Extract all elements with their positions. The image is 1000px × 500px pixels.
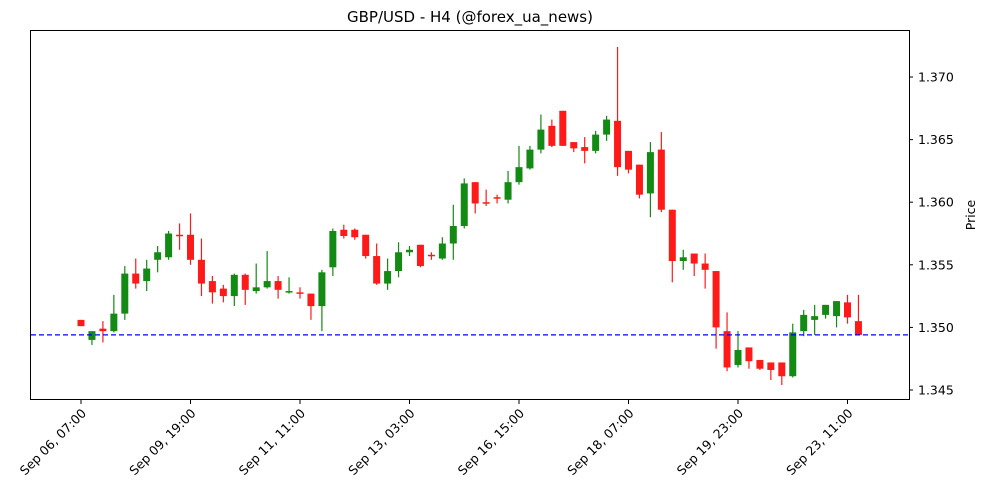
candle bbox=[811, 304, 819, 335]
candle bbox=[471, 182, 479, 214]
y-tick-label: 1.355 bbox=[918, 257, 954, 272]
x-tick-label: Sep 09, 19:00 bbox=[126, 405, 198, 477]
candle bbox=[526, 145, 534, 170]
candle bbox=[581, 137, 589, 164]
candle bbox=[99, 321, 107, 343]
candle bbox=[427, 252, 435, 260]
candle bbox=[340, 224, 348, 239]
candle bbox=[406, 246, 413, 257]
candle bbox=[329, 228, 337, 277]
candle bbox=[416, 244, 424, 268]
plot-frame bbox=[30, 30, 910, 400]
y-tick-label: 1.365 bbox=[918, 132, 954, 147]
candle bbox=[723, 312, 731, 372]
candle bbox=[570, 142, 578, 153]
candle bbox=[734, 331, 742, 368]
candle bbox=[625, 150, 632, 174]
y-tick-label: 1.350 bbox=[918, 320, 954, 335]
x-tick-label: Sep 11, 11:00 bbox=[236, 405, 308, 477]
candle bbox=[351, 228, 359, 240]
candle bbox=[548, 119, 556, 148]
chart-title: GBP/USD - H4 (@forex_ua_news) bbox=[347, 8, 593, 27]
candle bbox=[208, 276, 216, 304]
y-axis: 1.345 1.350 1.355 1.360 1.365 1.370 bbox=[909, 70, 954, 398]
candle bbox=[668, 209, 676, 283]
candle bbox=[438, 237, 446, 260]
candle bbox=[241, 273, 249, 305]
candle bbox=[318, 269, 326, 332]
candle bbox=[614, 46, 622, 176]
candle bbox=[449, 204, 457, 260]
candle bbox=[559, 110, 567, 146]
candle bbox=[121, 266, 129, 320]
candle bbox=[833, 301, 841, 328]
candle bbox=[635, 164, 643, 199]
candle bbox=[657, 132, 665, 213]
y-tick-label: 1.360 bbox=[918, 195, 954, 210]
candle bbox=[187, 213, 194, 265]
candle bbox=[789, 323, 797, 378]
candle bbox=[679, 249, 687, 270]
candle bbox=[822, 304, 830, 319]
candle bbox=[537, 114, 545, 154]
candle bbox=[263, 251, 271, 289]
candle bbox=[373, 243, 381, 285]
candle bbox=[395, 242, 403, 278]
candle bbox=[219, 284, 227, 303]
candle bbox=[143, 259, 151, 292]
candle bbox=[197, 238, 205, 297]
candle bbox=[712, 271, 720, 349]
x-tick-label: Sep 19, 23:00 bbox=[674, 405, 746, 477]
candle bbox=[176, 223, 184, 250]
x-tick-label: Sep 23, 11:00 bbox=[783, 405, 855, 477]
candle bbox=[165, 230, 173, 260]
candle bbox=[296, 287, 304, 299]
candle bbox=[592, 130, 600, 154]
candle bbox=[646, 142, 654, 218]
x-tick-label: Sep 18, 07:00 bbox=[564, 405, 636, 477]
candle bbox=[515, 145, 523, 185]
candle bbox=[252, 263, 260, 294]
candle bbox=[778, 362, 786, 385]
candle bbox=[482, 189, 490, 206]
candle bbox=[800, 309, 808, 337]
candle bbox=[460, 178, 468, 229]
candle bbox=[854, 294, 862, 335]
candle bbox=[274, 276, 282, 299]
candle bbox=[384, 258, 392, 290]
candle bbox=[362, 234, 370, 259]
candle bbox=[701, 253, 709, 289]
candle bbox=[77, 319, 85, 327]
candle bbox=[767, 362, 775, 380]
candle bbox=[132, 258, 140, 289]
candle bbox=[110, 294, 118, 333]
candle bbox=[504, 170, 512, 204]
candle bbox=[285, 277, 293, 294]
plot-area bbox=[31, 46, 909, 385]
x-tick-label: Sep 13, 03:00 bbox=[345, 405, 417, 477]
x-tick-label: Sep 06, 07:00 bbox=[17, 405, 89, 477]
y-axis-label: Price bbox=[963, 199, 978, 230]
y-tick-label: 1.345 bbox=[918, 383, 954, 398]
candle bbox=[88, 331, 96, 345]
x-tick-label: Sep 16, 15:00 bbox=[455, 405, 527, 477]
candle bbox=[690, 253, 698, 277]
candle bbox=[603, 115, 611, 141]
candle bbox=[844, 294, 851, 324]
candle bbox=[493, 194, 501, 204]
x-axis: Sep 06, 07:00 Sep 09, 19:00 Sep 11, 11:00 S… bbox=[17, 400, 856, 478]
candle bbox=[154, 246, 162, 273]
candle bbox=[756, 359, 764, 370]
candle bbox=[745, 347, 753, 369]
y-tick-label: 1.370 bbox=[918, 70, 954, 85]
candle bbox=[230, 273, 238, 307]
candle bbox=[307, 293, 315, 320]
